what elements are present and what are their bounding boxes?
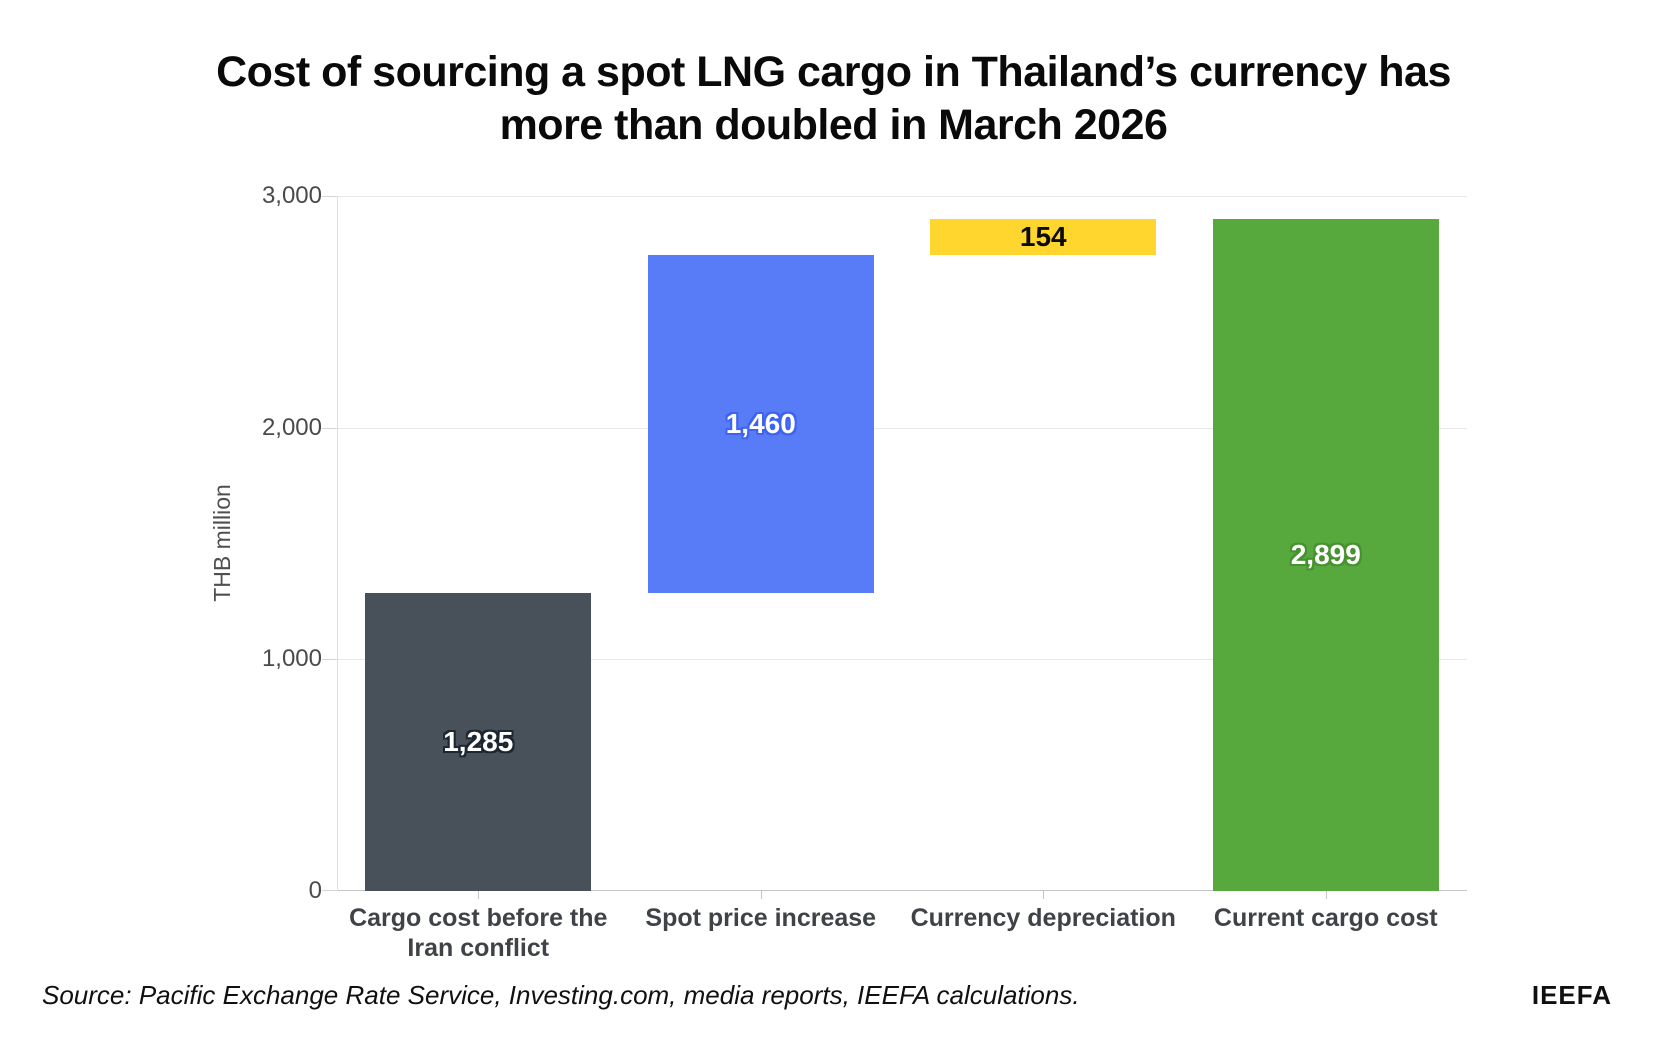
gridline-2,000: [337, 427, 1467, 429]
x-axis-tick: [760, 891, 762, 899]
chart-title: Cost of sourcing a spot LNG cargo in Tha…: [0, 46, 1667, 152]
bar-value-label: 1,285: [443, 726, 514, 758]
x-axis-tick: [1043, 891, 1045, 899]
source-note: Source: Pacific Exchange Rate Service, I…: [42, 980, 1080, 1010]
y-tick-label: 3,000: [261, 182, 322, 209]
x-category-label: Cargo cost before the Iran conflict: [349, 904, 608, 962]
y-tick-label: 1,000: [261, 645, 322, 673]
gridline-1,000: [337, 659, 1467, 661]
x-category-label: Spot price increase: [645, 904, 877, 932]
y-axis-tick: [322, 427, 337, 429]
bar-value-label: 154: [1019, 221, 1067, 253]
bar-segment-1: [365, 593, 592, 891]
y-tick-label: 0: [308, 877, 322, 904]
x-category-label: Current cargo cost: [1213, 904, 1438, 932]
ieefa-logo: IEEFA: [1531, 980, 1612, 1010]
chart-title-line1: Cost of sourcing a spot LNG cargo in Tha…: [216, 48, 1451, 96]
bar-value-label: 1,460: [725, 408, 796, 440]
y-axis-tick: [322, 196, 337, 197]
y-axis-title: THB million: [209, 484, 235, 602]
x-category-label: Currency depreciation: [910, 904, 1176, 932]
bar-value-label: 2,899: [1290, 539, 1361, 571]
y-tick-label: 2,000: [261, 413, 322, 441]
x-axis-tick: [1325, 891, 1327, 899]
y-axis-line: [337, 196, 338, 891]
chart-title-line2: more than doubled in March 2026: [499, 101, 1168, 149]
bar-segment-2: [647, 255, 874, 594]
plot-area: 0 1,000 2,000 3,000 1,285 Cargo cost before t…: [262, 182, 1467, 962]
x-axis-tick: [478, 891, 480, 899]
bar-segment-3: [930, 219, 1157, 256]
gridline-3,000: [337, 196, 1467, 197]
y-axis-tick: [322, 890, 337, 891]
y-axis-tick: [322, 659, 337, 661]
bar-segment-4: [1212, 219, 1439, 891]
x-axis-line: [337, 890, 1467, 891]
